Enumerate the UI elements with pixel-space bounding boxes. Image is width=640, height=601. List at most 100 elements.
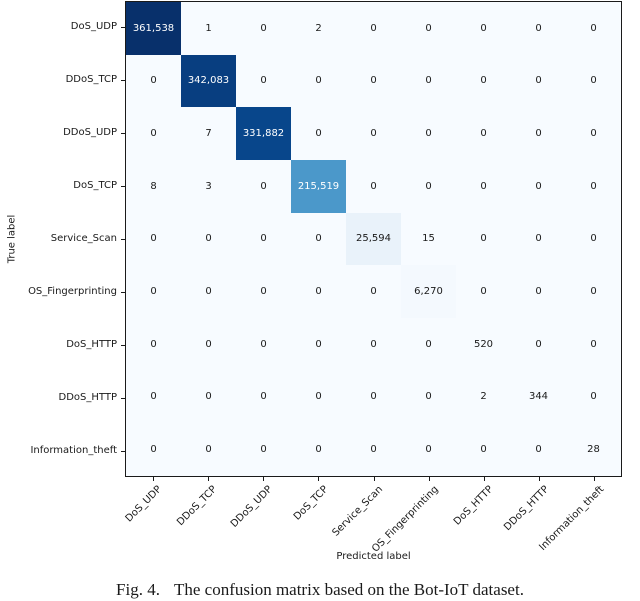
x-tick-label: Service_Scan [330,484,386,539]
matrix-cell: 0 [511,423,566,476]
matrix-cell: 0 [346,2,401,55]
x-tick-mark [318,477,320,481]
matrix-cell: 0 [566,370,621,424]
matrix-cell: 0 [511,54,566,108]
matrix-cell: 0 [346,370,401,424]
heatmap-plot-area: 361,538 1 0 2 0 0 0 0 0 0 342,083 0 0 0 0 0 0 0 0 7 331,882 0… [125,1,622,477]
matrix-cell: 0 [236,160,291,213]
matrix-cell: 0 [181,212,236,266]
matrix-cell: 0 [126,212,181,266]
x-tick-mark [152,477,154,481]
matrix-cell: 0 [236,265,291,318]
matrix-cell: 0 [291,265,346,318]
y-tick-label: DoS_UDP [70,21,117,33]
matrix-cell: 0 [126,265,181,318]
matrix-cell: 0 [291,423,346,476]
x-tick-mark [207,477,209,481]
matrix-cell: 0 [236,54,291,108]
matrix-cell: 0 [291,370,346,424]
matrix-cell: 0 [511,2,566,55]
matrix-cell: 0 [126,423,181,476]
matrix-cell: 0 [181,318,236,371]
matrix-cell: 0 [346,54,401,108]
matrix-cell: 0 [346,318,401,371]
matrix-cell: 0 [181,423,236,476]
matrix-cell: 0 [291,212,346,266]
matrix-cell: 2 [456,370,511,424]
matrix-cell: 0 [511,318,566,371]
y-tick-label: DoS_TCP [73,180,117,192]
matrix-cell: 0 [456,107,511,160]
y-tick-mark [121,450,125,452]
y-tick-mark [121,291,125,293]
y-tick-label: OS_Fingerprinting [28,285,117,297]
matrix-cell: 0 [456,423,511,476]
matrix-cell: 0 [126,370,181,424]
y-tick-mark [121,397,125,399]
x-tick-label: DDoS_TCP [175,484,220,529]
y-tick-label: DDoS_TCP [65,74,117,86]
matrix-cell: 0 [126,54,181,108]
y-tick-mark [121,186,125,188]
matrix-cell: 0 [566,265,621,318]
matrix-cell: 0 [346,160,401,213]
matrix-cell: 0 [126,107,181,160]
x-tick-label: DoS_TCP [291,484,331,523]
y-tick-label: Information_theft [30,444,117,456]
matrix-cell: 0 [566,2,621,55]
x-tick-mark [594,477,596,481]
matrix-cell: 0 [566,212,621,266]
matrix-cell: 0 [236,423,291,476]
matrix-cell: 0 [181,370,236,424]
matrix-cell: 342,083 [181,54,236,108]
figure-caption: Fig. 4. The confusion matrix based on the… [0,580,640,600]
y-tick-mark [121,133,125,135]
x-tick-label: DDoS_HTTP [501,484,551,534]
x-tick-label: DDoS_UDP [228,484,275,530]
matrix-cell: 0 [126,318,181,371]
matrix-cell: 215,519 [291,160,346,213]
matrix-cell: 0 [236,318,291,371]
matrix-cell: 0 [456,2,511,55]
matrix-cell: 0 [236,370,291,424]
matrix-cell: 0 [291,318,346,371]
y-tick-mark [121,80,125,82]
matrix-cell: 0 [401,423,456,476]
caption-text: The confusion matrix based on the Bot-Io… [173,580,524,599]
matrix-cell: 0 [401,54,456,108]
x-tick-mark [483,477,485,481]
matrix-cell: 520 [456,318,511,371]
matrix-cell: 0 [181,265,236,318]
matrix-cell: 25,594 [346,212,401,266]
matrix-cell: 8 [126,160,181,213]
x-tick-mark [539,477,541,481]
matrix-cell: 0 [346,265,401,318]
matrix-cell: 0 [511,107,566,160]
matrix-cell: 0 [456,265,511,318]
matrix-cell: 0 [456,212,511,266]
matrix-cell: 0 [291,107,346,160]
matrix-cell: 0 [401,160,456,213]
matrix-cell: 7 [181,107,236,160]
matrix-cell: 0 [566,318,621,371]
matrix-cell: 0 [566,54,621,108]
caption-number: Fig. 4. [116,580,160,599]
matrix-cell: 0 [401,318,456,371]
matrix-cell: 0 [401,2,456,55]
matrix-cell: 0 [236,212,291,266]
matrix-cell: 0 [401,107,456,160]
matrix-cell: 0 [456,160,511,213]
x-tick-label: DoS_HTTP [452,484,496,528]
matrix-cell: 0 [456,54,511,108]
x-tick-mark [373,477,375,481]
matrix-cell: 0 [346,107,401,160]
y-tick-label: DDoS_UDP [63,127,117,139]
x-axis-title: Predicted label [336,551,411,562]
matrix-cell: 6,270 [401,265,456,318]
matrix-cell: 0 [511,212,566,266]
y-tick-mark [121,344,125,346]
matrix-cell: 0 [346,423,401,476]
matrix-cell: 0 [236,2,291,55]
matrix-cell: 28 [566,423,621,476]
matrix-cell: 3 [181,160,236,213]
